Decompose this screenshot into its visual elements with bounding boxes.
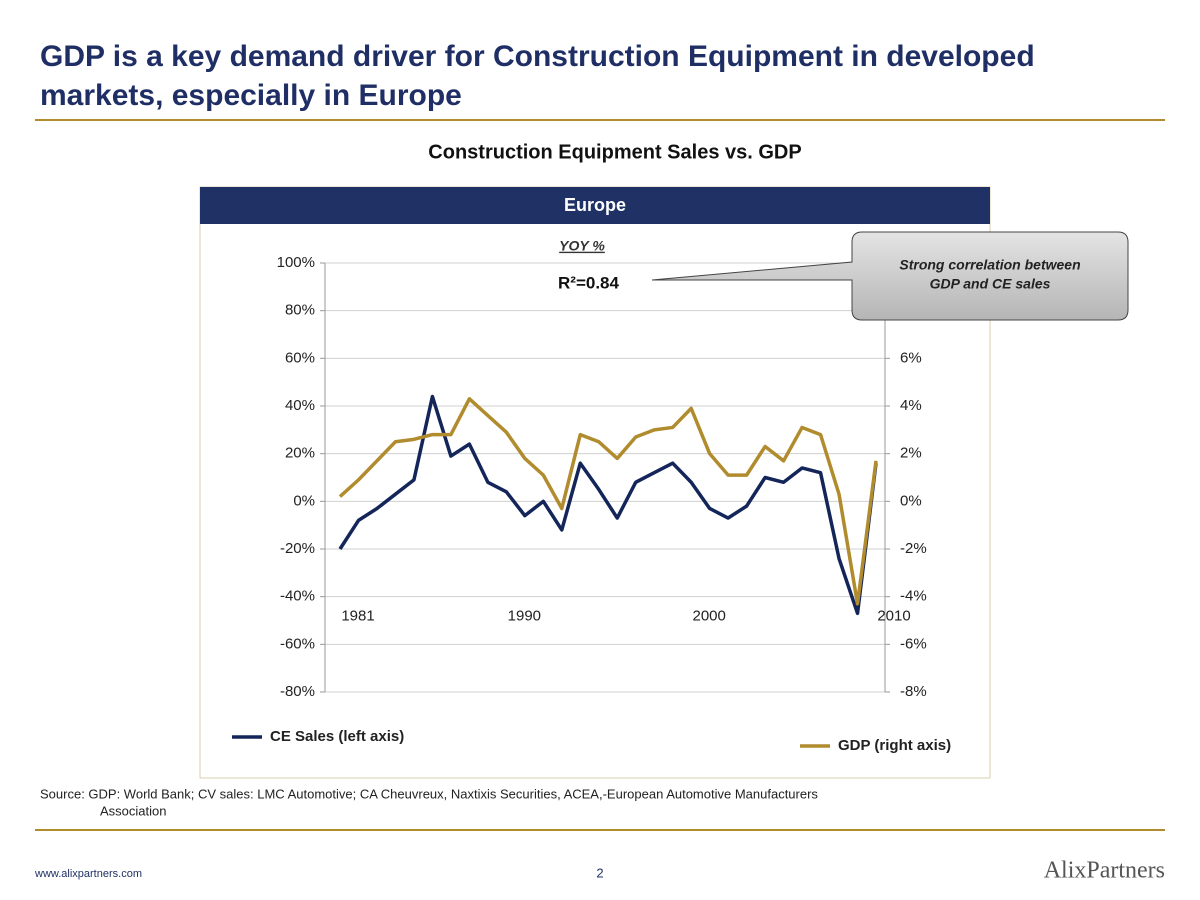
y2-tick-label: 2% (900, 445, 922, 462)
panel-header (200, 187, 990, 224)
y-tick-label: 80% (285, 302, 315, 319)
callout-text: Strong correlation between (899, 257, 1080, 273)
page-number: 2 (596, 865, 603, 880)
y-tick-label: 40% (285, 397, 315, 414)
x-tick-label: 2010 (877, 608, 910, 625)
y-tick-label: 0% (293, 492, 315, 509)
panel-title: Europe (564, 195, 626, 215)
slide-title: GDP is a key demand driver for Construct… (40, 40, 1035, 73)
y2-tick-label: 6% (900, 349, 922, 366)
y-tick-label: 60% (285, 349, 315, 366)
series-line (338, 394, 878, 616)
y2-tick-label: 4% (900, 397, 922, 414)
y-tick-label: -40% (280, 588, 315, 605)
x-tick-label: 2000 (692, 608, 725, 625)
y-tick-label: -20% (280, 540, 315, 557)
x-tick-label: 1990 (508, 608, 541, 625)
chart-title: Construction Equipment Sales vs. GDP (428, 141, 801, 163)
footer-url: www.alixpartners.com (34, 868, 142, 880)
x-tick-label: 1981 (341, 608, 374, 625)
source: Association (100, 803, 166, 818)
y2-tick-label: -6% (900, 635, 927, 652)
y2-tick-label: 0% (900, 492, 922, 509)
y2-tick-label: -2% (900, 540, 927, 557)
legend-label: CE Sales (left axis) (270, 728, 404, 745)
plot: -80% -60% -40% -20% 0% 20% 40% 60% 80% 100% -8% -6%… (277, 254, 927, 700)
logo: AlixPartners (1044, 858, 1165, 884)
y-tick-label: -80% (280, 683, 315, 700)
y2-tick-label: -4% (900, 588, 927, 605)
y-tick-label: 100% (277, 254, 315, 271)
callout (651, 231, 1129, 321)
subtitle: YOY % (559, 238, 605, 254)
y2-tick-label: -8% (900, 683, 927, 700)
source: Source: GDP: World Bank; CV sales: LMC A… (40, 786, 818, 801)
series-line (338, 397, 878, 606)
legend-label: GDP (right axis) (838, 737, 951, 754)
callout-text: GDP and CE sales (930, 276, 1051, 292)
annotation: R²=0.84 (558, 273, 619, 292)
y-tick-label: 20% (285, 445, 315, 462)
y-tick-label: -60% (280, 635, 315, 652)
slide-title: markets, especially in Europe (40, 79, 462, 112)
